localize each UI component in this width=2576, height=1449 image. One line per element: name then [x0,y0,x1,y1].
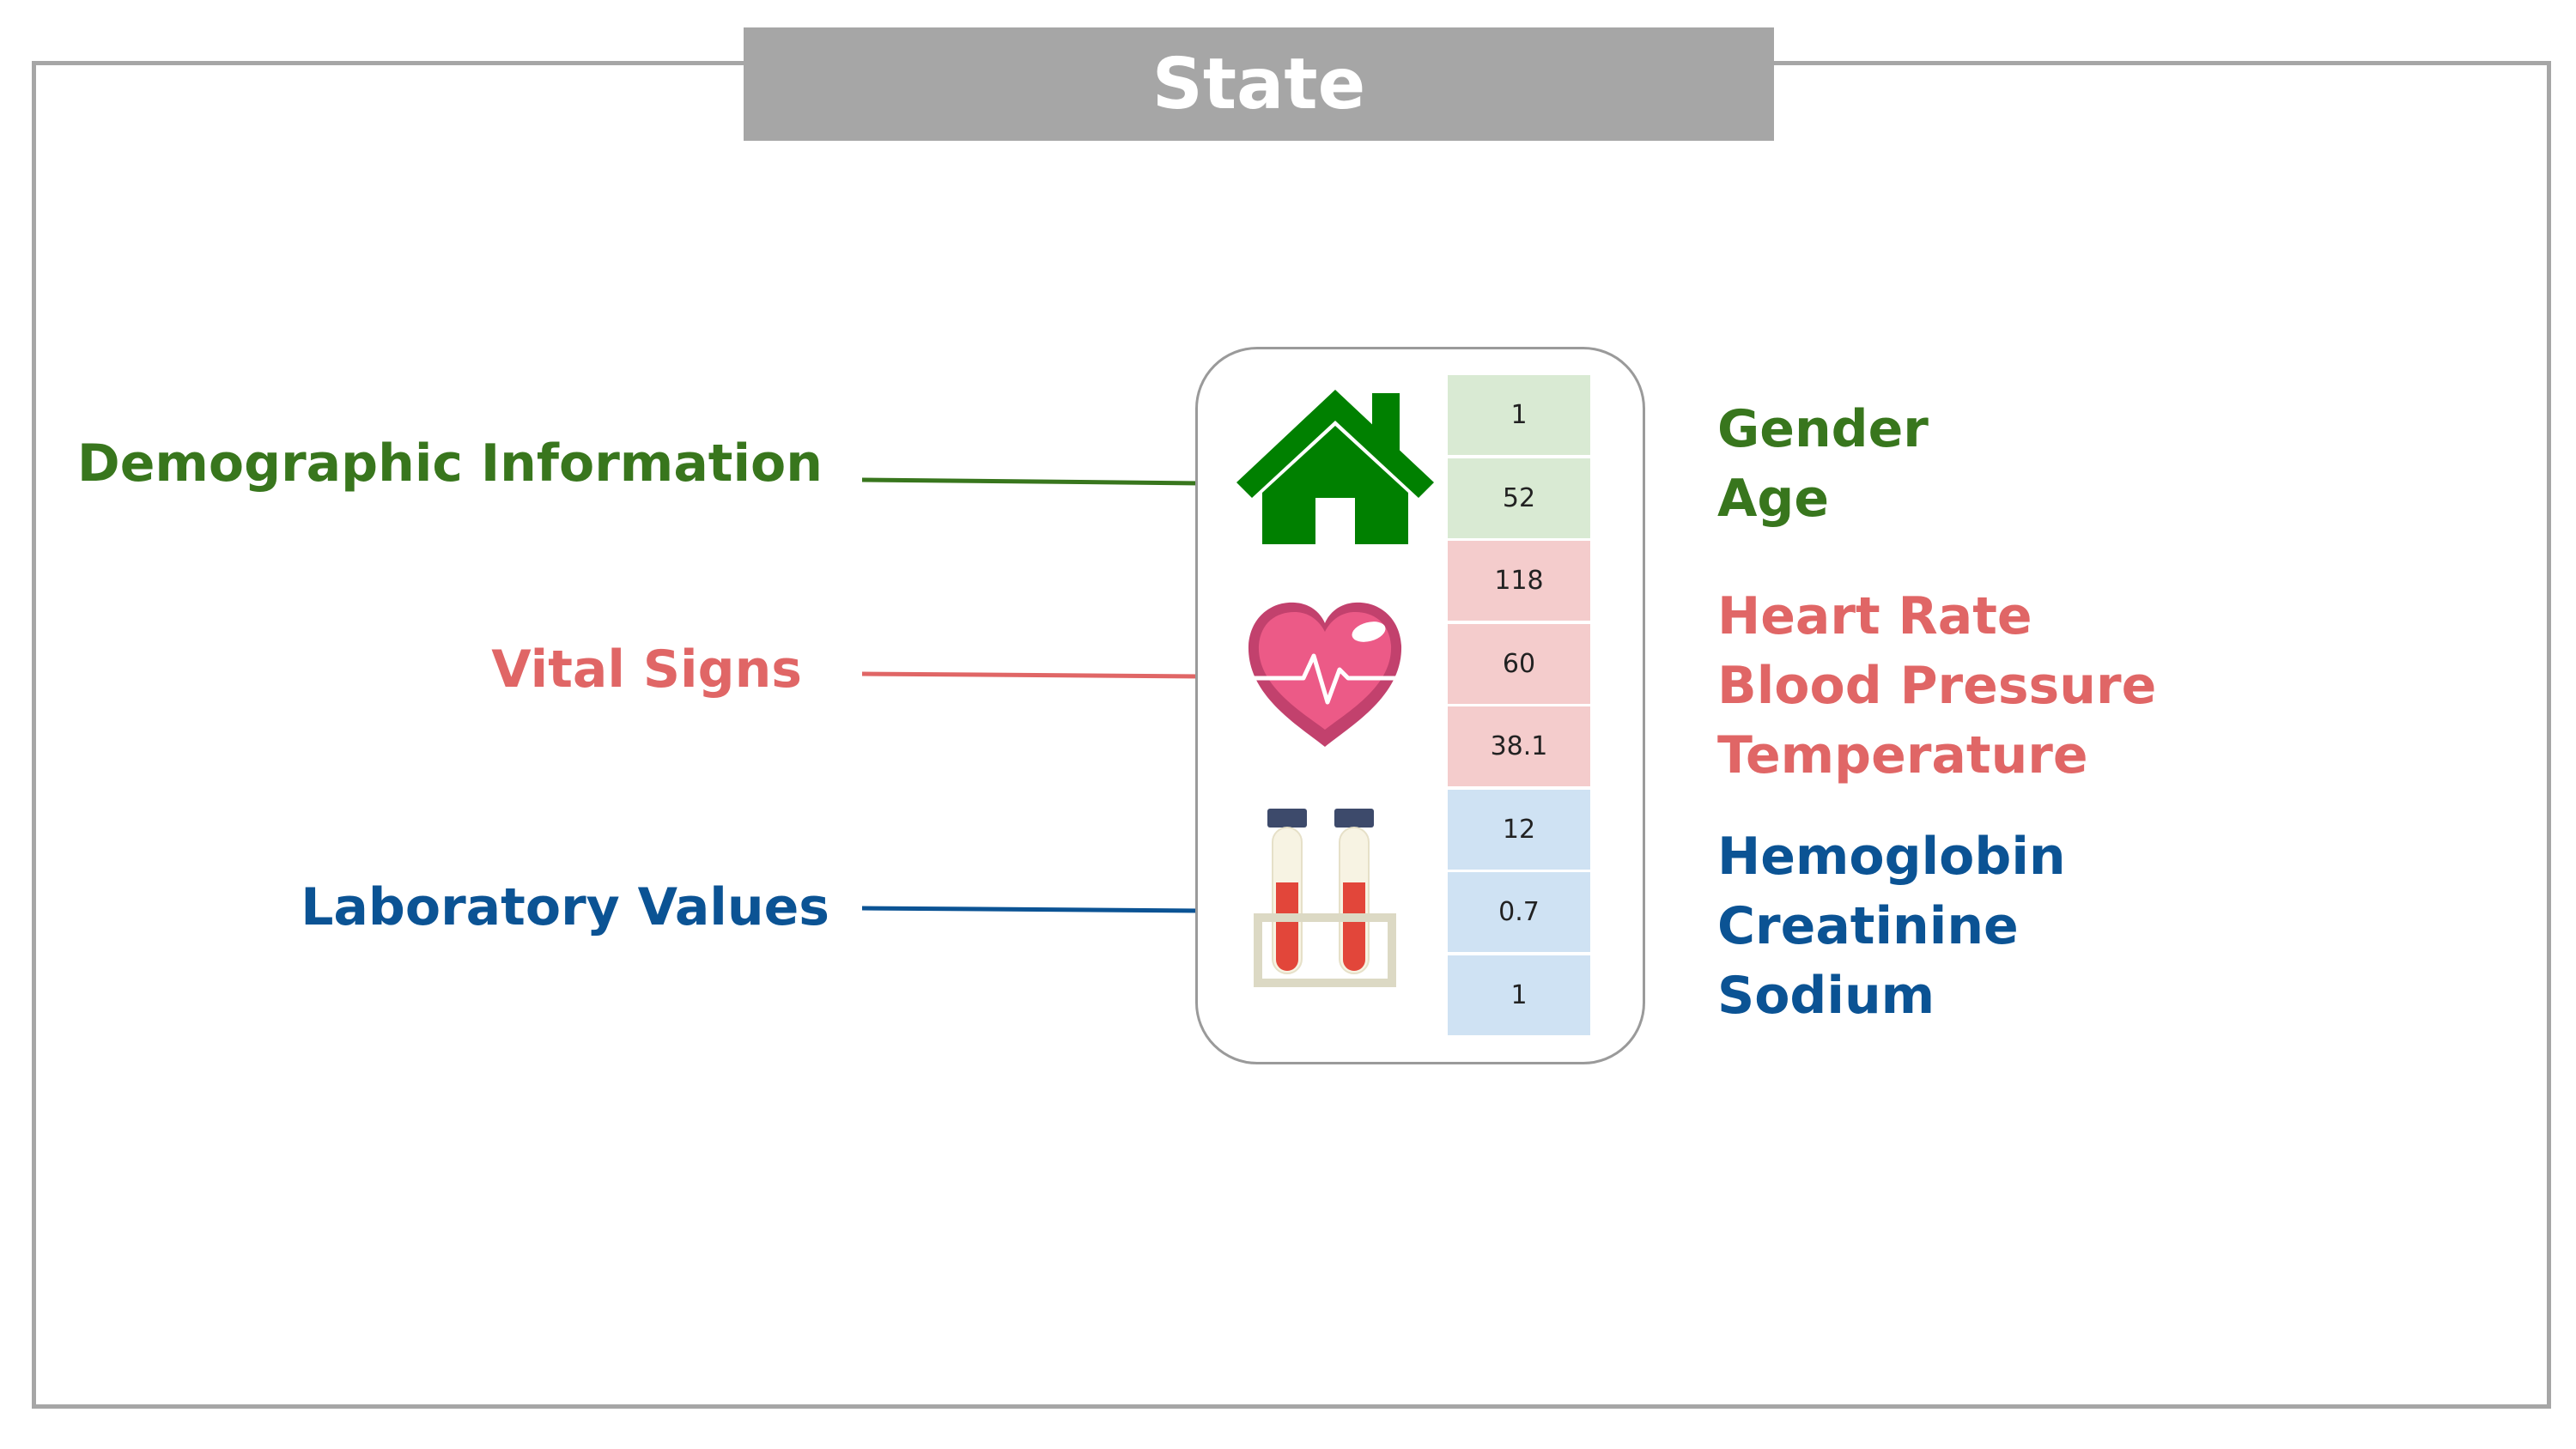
feature-heart-rate: Heart Rate [1717,586,2032,646]
age-value-cell: 52 [1448,458,1590,538]
demographic-arrow [861,473,1221,494]
vital-features: Heart Rate Blood Pressure Temperature [1717,582,2156,791]
heart-rate-value-cell: 118 [1448,541,1590,621]
feature-hemoglobin: Hemoglobin [1717,827,2066,887]
demographic-information-label: Demographic Information [76,433,823,494]
feature-age: Age [1717,469,1830,529]
house-icon [1236,390,1434,544]
heart-pulse-icon [1248,602,1402,747]
gender-value-cell: 1 [1448,375,1590,455]
laboratory-arrow [861,900,1221,921]
feature-blood-pressure: Blood Pressure [1717,656,2157,716]
feature-temperature: Temperature [1717,725,2088,785]
laboratory-features: Hemoglobin Creatinine Sodium [1717,822,2066,1031]
temperature-value-cell: 38.1 [1448,706,1590,786]
hemoglobin-value-cell: 12 [1448,789,1590,870]
feature-sodium: Sodium [1717,966,1935,1026]
feature-gender: Gender [1717,399,1929,459]
state-title: State [744,27,1774,141]
creatinine-value-cell: 0.7 [1448,872,1590,952]
demographic-features: Gender Age [1717,395,1929,534]
test-tubes-icon [1254,809,1396,987]
blood-pressure-value-cell: 60 [1448,623,1590,704]
vital-arrow [861,666,1221,687]
sodium-value-cell: 1 [1448,955,1590,1035]
laboratory-values-label: Laboratory Values [301,877,829,937]
feature-creatinine: Creatinine [1717,896,2019,956]
vital-signs-label: Vital Signs [491,640,802,700]
state-values-column: 1 52 118 60 38.1 12 0.7 1 [1448,375,1590,1038]
